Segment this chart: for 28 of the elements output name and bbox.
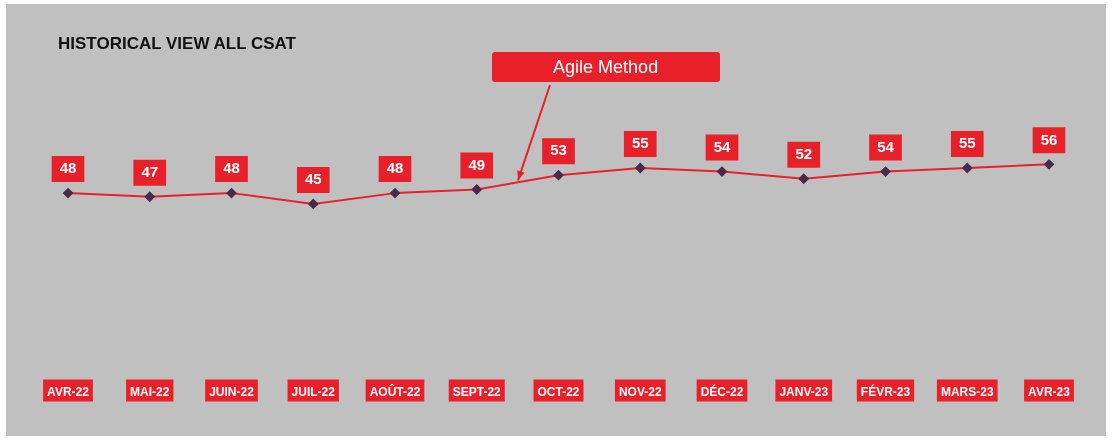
x-tick-label: JANV-23 — [779, 385, 829, 400]
x-tick-label: SEPT-22 — [452, 385, 502, 400]
x-tick-label: DÉC-22 — [700, 384, 744, 400]
data-label: 48 — [223, 159, 240, 177]
x-tick-label: NOV-22 — [618, 385, 662, 400]
data-label: 48 — [386, 159, 404, 177]
data-label: 48 — [59, 159, 77, 177]
data-label: 47 — [141, 162, 159, 180]
data-label: 56 — [1040, 130, 1058, 148]
x-tick-label: AOÛT-22 — [369, 384, 421, 400]
text: Agile Method — [491, 52, 720, 82]
x-tick-label: AVR-23 — [1028, 385, 1071, 400]
data-label: 52 — [795, 144, 813, 162]
x-tick-label: JUIN-22 — [209, 385, 255, 400]
data-label: 53 — [550, 141, 567, 159]
x-tick-label: AVR-22 — [47, 385, 90, 400]
data-label: 49 — [468, 155, 486, 173]
x-tick-label: JUIL-22 — [291, 385, 336, 400]
data-label: 45 — [304, 170, 322, 188]
data-label: 54 — [713, 137, 731, 155]
data-label: 54 — [877, 137, 895, 155]
data-label: 55 — [631, 134, 649, 152]
x-tick-label: FÉVR-23 — [860, 384, 911, 400]
chart-title: HISTORICAL VIEW ALL CSAT — [58, 34, 297, 54]
data-label: 55 — [958, 134, 976, 152]
x-tick-label: MAI-22 — [130, 385, 170, 400]
x-tick-label: OCT-22 — [537, 385, 580, 400]
x-tick-label: MARS-23 — [940, 385, 994, 400]
